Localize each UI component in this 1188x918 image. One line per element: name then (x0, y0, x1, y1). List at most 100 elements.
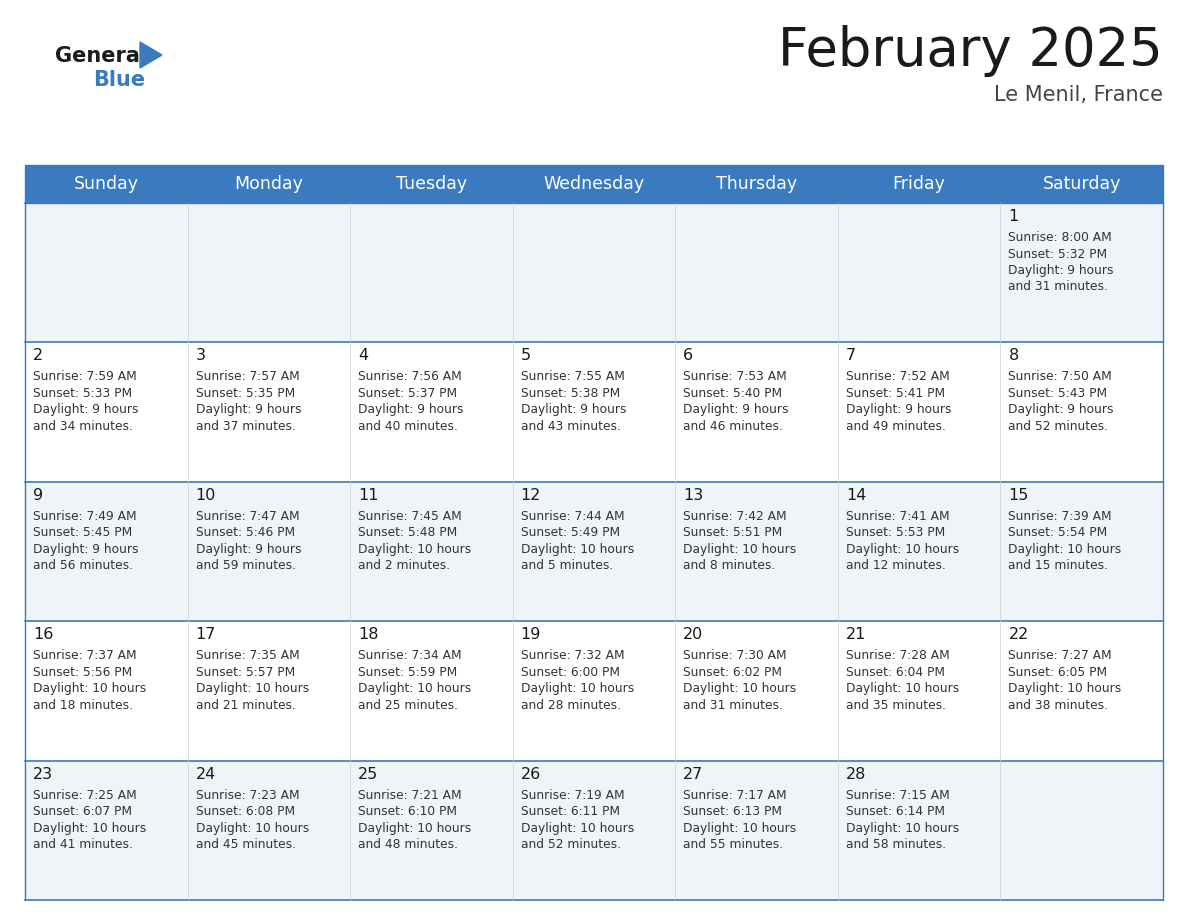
Text: and 49 minutes.: and 49 minutes. (846, 420, 946, 433)
Text: 4: 4 (358, 349, 368, 364)
Text: and 48 minutes.: and 48 minutes. (358, 838, 459, 851)
Text: Daylight: 10 hours: Daylight: 10 hours (1009, 682, 1121, 695)
Text: Daylight: 9 hours: Daylight: 9 hours (520, 403, 626, 417)
Bar (838, 342, 1000, 482)
Text: and 52 minutes.: and 52 minutes. (520, 838, 620, 851)
Bar (513, 203, 675, 342)
Text: Sunrise: 7:39 AM: Sunrise: 7:39 AM (1009, 509, 1112, 522)
Bar (1000, 342, 1163, 482)
Text: Sunrise: 7:45 AM: Sunrise: 7:45 AM (358, 509, 462, 522)
Text: and 28 minutes.: and 28 minutes. (520, 699, 620, 711)
Text: Sunset: 5:48 PM: Sunset: 5:48 PM (358, 526, 457, 539)
Text: Sunset: 6:11 PM: Sunset: 6:11 PM (520, 805, 620, 818)
Text: Sunset: 6:14 PM: Sunset: 6:14 PM (846, 805, 944, 818)
Text: and 34 minutes.: and 34 minutes. (33, 420, 133, 433)
Text: and 37 minutes.: and 37 minutes. (196, 420, 296, 433)
Text: Sunrise: 7:52 AM: Sunrise: 7:52 AM (846, 370, 949, 384)
Bar (1000, 761, 1163, 900)
Text: Sunset: 6:08 PM: Sunset: 6:08 PM (196, 805, 295, 818)
Text: Wednesday: Wednesday (543, 175, 645, 193)
Text: and 45 minutes.: and 45 minutes. (196, 838, 296, 851)
Text: and 5 minutes.: and 5 minutes. (520, 559, 613, 572)
Text: 28: 28 (846, 767, 866, 781)
Text: Sunrise: 8:00 AM: Sunrise: 8:00 AM (1009, 231, 1112, 244)
Text: Sunrise: 7:56 AM: Sunrise: 7:56 AM (358, 370, 462, 384)
Text: Sunday: Sunday (74, 175, 139, 193)
Text: Daylight: 9 hours: Daylight: 9 hours (1009, 403, 1114, 417)
Text: and 8 minutes.: and 8 minutes. (683, 559, 776, 572)
Text: and 2 minutes.: and 2 minutes. (358, 559, 450, 572)
Bar (675, 482, 838, 621)
Polygon shape (140, 42, 162, 68)
Text: Tuesday: Tuesday (396, 175, 467, 193)
Bar (188, 482, 350, 621)
Text: Sunrise: 7:53 AM: Sunrise: 7:53 AM (683, 370, 786, 384)
Bar (675, 761, 838, 900)
Bar (25, 761, 188, 900)
Text: Sunset: 5:41 PM: Sunset: 5:41 PM (846, 386, 944, 400)
Text: Daylight: 9 hours: Daylight: 9 hours (33, 543, 139, 555)
Text: and 31 minutes.: and 31 minutes. (683, 699, 783, 711)
Text: Sunset: 5:40 PM: Sunset: 5:40 PM (683, 386, 783, 400)
Text: 24: 24 (196, 767, 216, 781)
Text: 11: 11 (358, 487, 379, 503)
Text: Sunset: 5:43 PM: Sunset: 5:43 PM (1009, 386, 1107, 400)
Text: Daylight: 10 hours: Daylight: 10 hours (846, 822, 959, 834)
Text: Daylight: 10 hours: Daylight: 10 hours (846, 682, 959, 695)
Text: Le Menil, France: Le Menil, France (994, 85, 1163, 105)
Bar (1000, 203, 1163, 342)
Text: Sunset: 5:51 PM: Sunset: 5:51 PM (683, 526, 783, 539)
Text: Daylight: 10 hours: Daylight: 10 hours (683, 822, 796, 834)
Text: Daylight: 10 hours: Daylight: 10 hours (520, 682, 634, 695)
Text: 26: 26 (520, 767, 541, 781)
Text: Sunrise: 7:50 AM: Sunrise: 7:50 AM (1009, 370, 1112, 384)
Text: 27: 27 (683, 767, 703, 781)
Text: 20: 20 (683, 627, 703, 643)
Text: Thursday: Thursday (716, 175, 797, 193)
Text: Sunrise: 7:32 AM: Sunrise: 7:32 AM (520, 649, 625, 662)
Text: 7: 7 (846, 349, 857, 364)
Text: Daylight: 9 hours: Daylight: 9 hours (196, 403, 301, 417)
Text: Sunrise: 7:37 AM: Sunrise: 7:37 AM (33, 649, 137, 662)
Text: and 40 minutes.: and 40 minutes. (358, 420, 459, 433)
Text: Daylight: 10 hours: Daylight: 10 hours (683, 543, 796, 555)
Bar (25, 621, 188, 761)
Bar (350, 761, 513, 900)
Text: Sunset: 5:53 PM: Sunset: 5:53 PM (846, 526, 946, 539)
Text: and 43 minutes.: and 43 minutes. (520, 420, 620, 433)
Text: 12: 12 (520, 487, 541, 503)
Text: Sunrise: 7:35 AM: Sunrise: 7:35 AM (196, 649, 299, 662)
Text: Daylight: 10 hours: Daylight: 10 hours (33, 822, 146, 834)
Bar (513, 621, 675, 761)
Bar (25, 203, 188, 342)
Text: Sunset: 5:46 PM: Sunset: 5:46 PM (196, 526, 295, 539)
Bar (675, 203, 838, 342)
Bar (838, 621, 1000, 761)
Text: Sunset: 5:54 PM: Sunset: 5:54 PM (1009, 526, 1107, 539)
Bar (838, 761, 1000, 900)
Text: Sunset: 6:07 PM: Sunset: 6:07 PM (33, 805, 132, 818)
Text: and 59 minutes.: and 59 minutes. (196, 559, 296, 572)
Text: Daylight: 10 hours: Daylight: 10 hours (33, 682, 146, 695)
Text: Sunrise: 7:57 AM: Sunrise: 7:57 AM (196, 370, 299, 384)
Text: Daylight: 9 hours: Daylight: 9 hours (683, 403, 789, 417)
Bar (838, 482, 1000, 621)
Bar (1000, 482, 1163, 621)
Text: Daylight: 9 hours: Daylight: 9 hours (1009, 264, 1114, 277)
Text: Sunrise: 7:28 AM: Sunrise: 7:28 AM (846, 649, 949, 662)
Text: Sunrise: 7:19 AM: Sunrise: 7:19 AM (520, 789, 625, 801)
Text: and 52 minutes.: and 52 minutes. (1009, 420, 1108, 433)
Bar (188, 621, 350, 761)
Text: Sunset: 5:38 PM: Sunset: 5:38 PM (520, 386, 620, 400)
Text: Daylight: 10 hours: Daylight: 10 hours (1009, 543, 1121, 555)
Bar (25, 165, 1163, 203)
Text: and 46 minutes.: and 46 minutes. (683, 420, 783, 433)
Text: Daylight: 9 hours: Daylight: 9 hours (846, 403, 952, 417)
Bar (350, 203, 513, 342)
Text: 19: 19 (520, 627, 541, 643)
Bar (675, 342, 838, 482)
Text: Sunrise: 7:49 AM: Sunrise: 7:49 AM (33, 509, 137, 522)
Text: Sunrise: 7:42 AM: Sunrise: 7:42 AM (683, 509, 786, 522)
Text: and 38 minutes.: and 38 minutes. (1009, 699, 1108, 711)
Text: Daylight: 10 hours: Daylight: 10 hours (358, 822, 472, 834)
